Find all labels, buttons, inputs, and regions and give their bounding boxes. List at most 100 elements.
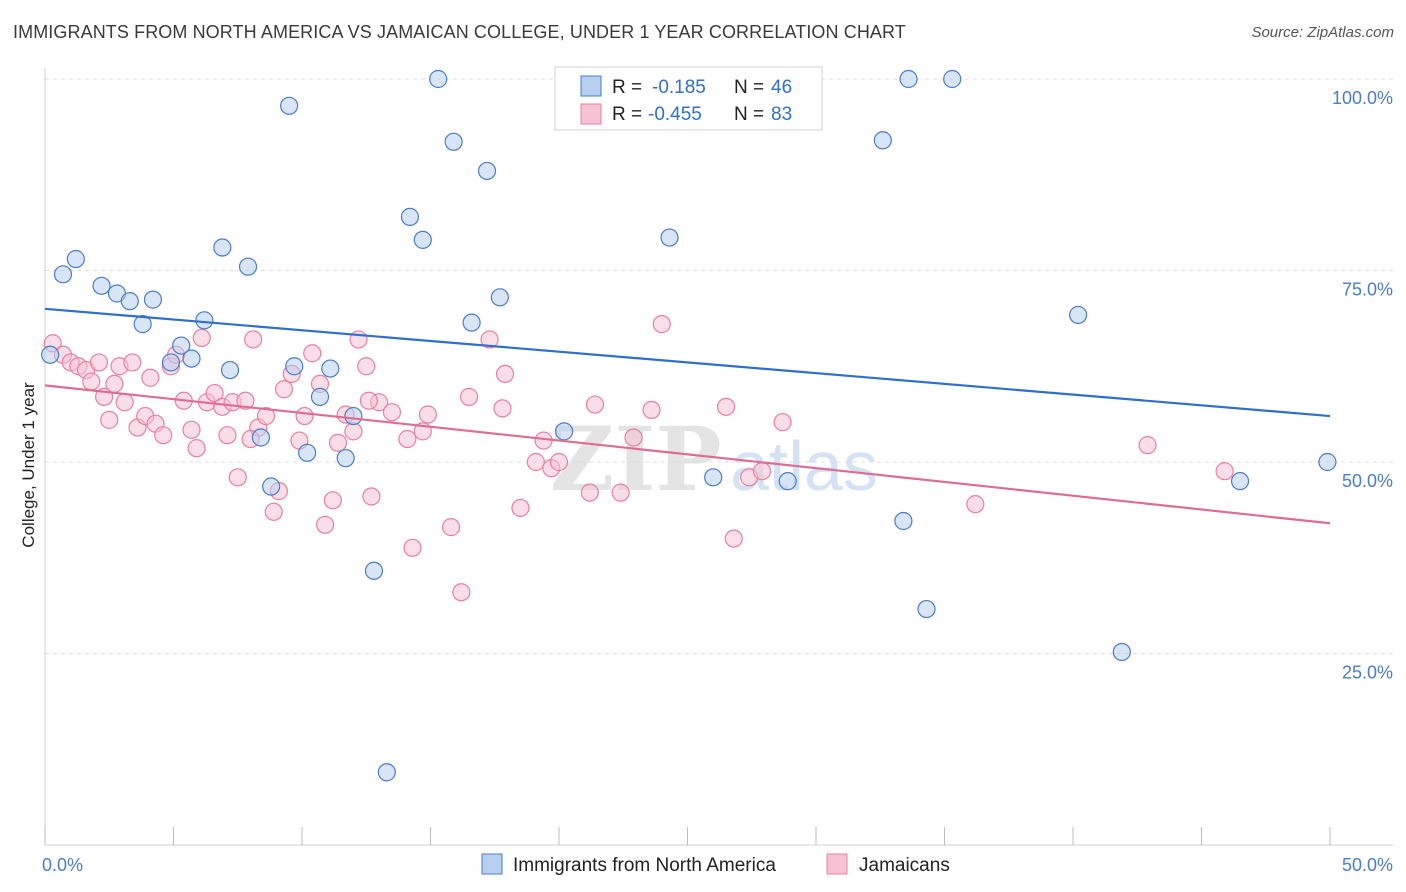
bottom-legend-swatch-pink	[826, 853, 848, 875]
legend-swatch-pink	[580, 103, 602, 125]
jamaicans-point-75	[752, 462, 772, 481]
legend-n-label-1: N =	[734, 77, 764, 98]
jamaicans-point-71	[652, 315, 671, 334]
jamaicans-point-55	[418, 405, 438, 424]
y-tick-label-2: 50.0%	[1342, 471, 1393, 491]
legend-n-label-2: N =	[734, 104, 764, 125]
jamaicans-point-42	[316, 515, 335, 534]
immigrants-point-2	[66, 249, 85, 269]
immigrants-point-37	[873, 131, 892, 150]
immigrants-point-1	[53, 265, 73, 284]
immigrants-point-41	[943, 69, 962, 89]
jamaicans-point-22	[187, 439, 206, 458]
jamaicans-point-61	[495, 364, 515, 384]
watermark-zip: ZIP	[550, 407, 722, 511]
jamaicans-point-56	[441, 518, 461, 537]
trend-lines	[44, 307, 1331, 525]
jamaicans-point-51	[382, 403, 402, 422]
jamaicans-point-53	[403, 538, 422, 557]
jamaicans-point-11	[115, 393, 134, 412]
chart-title: IMMIGRANTS FROM NORTH AMERICA VS JAMAICA…	[13, 22, 906, 42]
immigrants-point-32	[490, 288, 509, 307]
jamaicans-point-36	[274, 380, 294, 399]
jamaicans-point-31	[244, 330, 263, 349]
jamaicans-point-25	[205, 383, 224, 403]
jamaicans-point-60	[493, 399, 512, 418]
legend-r-label-1: R =	[612, 77, 642, 98]
axes	[44, 68, 1393, 846]
jamaicans-point-63	[526, 452, 545, 472]
immigrants-point-42	[1069, 305, 1088, 325]
immigrants-point-13	[220, 360, 240, 380]
jamaicans-trend-line	[44, 384, 1331, 525]
jamaicans-point-80	[611, 483, 630, 502]
immigrants-point-39	[899, 69, 918, 89]
jamaicans-point-72	[716, 397, 736, 416]
y-tick-label-1: 75.0%	[1342, 280, 1393, 300]
immigrants-point-3	[92, 276, 111, 295]
legend-n-value-1: 46	[771, 77, 792, 98]
immigrants-point-26	[400, 207, 420, 226]
jamaicans-point-23	[192, 328, 211, 348]
immigrants-point-45	[1318, 452, 1337, 472]
legend-r-value-2: -0.455	[648, 104, 702, 125]
immigrants-point-24	[364, 561, 384, 580]
immigrants-point-28	[429, 69, 448, 89]
immigrants-point-17	[280, 96, 299, 115]
immigrants-point-14	[238, 257, 258, 276]
jamaicans-points	[43, 315, 1234, 602]
jamaicans-point-58	[459, 387, 479, 406]
y-tick-label-3: 25.0%	[1342, 663, 1393, 683]
jamaicans-point-33	[256, 406, 276, 426]
jamaicans-point-73	[724, 529, 743, 548]
jamaicans-point-77	[966, 495, 985, 514]
immigrants-point-29	[444, 132, 463, 151]
jamaicans-point-69	[624, 428, 643, 447]
immigrants-point-25	[377, 763, 396, 782]
jamaicans-point-9	[105, 374, 124, 393]
immigrants-point-33	[555, 422, 574, 441]
immigrants-point-7	[143, 290, 163, 309]
jamaicans-point-27	[218, 426, 237, 445]
immigrants-trend-line	[44, 307, 1331, 418]
immigrants-point-15	[251, 428, 270, 447]
immigrants-point-19	[298, 443, 317, 462]
jamaicans-point-70	[642, 400, 661, 420]
x-tick-label-1: 50.0%	[1342, 855, 1393, 875]
jamaicans-point-39	[295, 406, 314, 426]
immigrants-point-12	[213, 238, 232, 257]
jamaicans-point-30	[236, 391, 255, 410]
jamaicans-point-40	[303, 344, 322, 363]
immigrants-point-31	[477, 161, 497, 181]
jamaicans-point-17	[154, 426, 173, 445]
jamaicans-point-44	[328, 433, 348, 452]
bottom-legend-jamaicans: Jamaicans	[859, 855, 950, 876]
jamaicans-point-57	[452, 583, 471, 602]
immigrants-point-10	[182, 349, 201, 368]
grid	[45, 78, 1393, 654]
jamaicans-point-79	[1215, 462, 1234, 481]
legend-n-value-2: 83	[771, 104, 792, 125]
immigrants-point-9	[172, 336, 191, 355]
watermark: ZIP atlas	[550, 407, 878, 511]
immigrants-point-11	[195, 311, 214, 330]
jamaicans-point-52	[398, 429, 417, 449]
immigrants-point-43	[1112, 642, 1131, 662]
jamaicans-point-67	[580, 483, 599, 502]
bottom-legend: Immigrants from North America Jamaicans	[481, 853, 950, 876]
jamaicans-point-8	[100, 410, 119, 429]
immigrants-point-0	[41, 345, 60, 364]
immigrants-point-6	[133, 315, 152, 334]
y-tick-label-0: 100.0%	[1332, 88, 1393, 108]
immigrants-point-35	[704, 468, 723, 487]
jamaicans-point-43	[323, 491, 342, 510]
jamaicans-point-62	[511, 498, 530, 518]
immigrants-point-23	[344, 406, 363, 426]
jamaicans-point-12	[123, 353, 142, 372]
immigrants-point-36	[778, 472, 797, 491]
jamaicans-point-5	[82, 372, 101, 391]
jamaicans-point-68	[585, 395, 605, 414]
y-axis-label: College, Under 1 year	[19, 382, 38, 548]
immigrants-point-18	[285, 357, 304, 376]
